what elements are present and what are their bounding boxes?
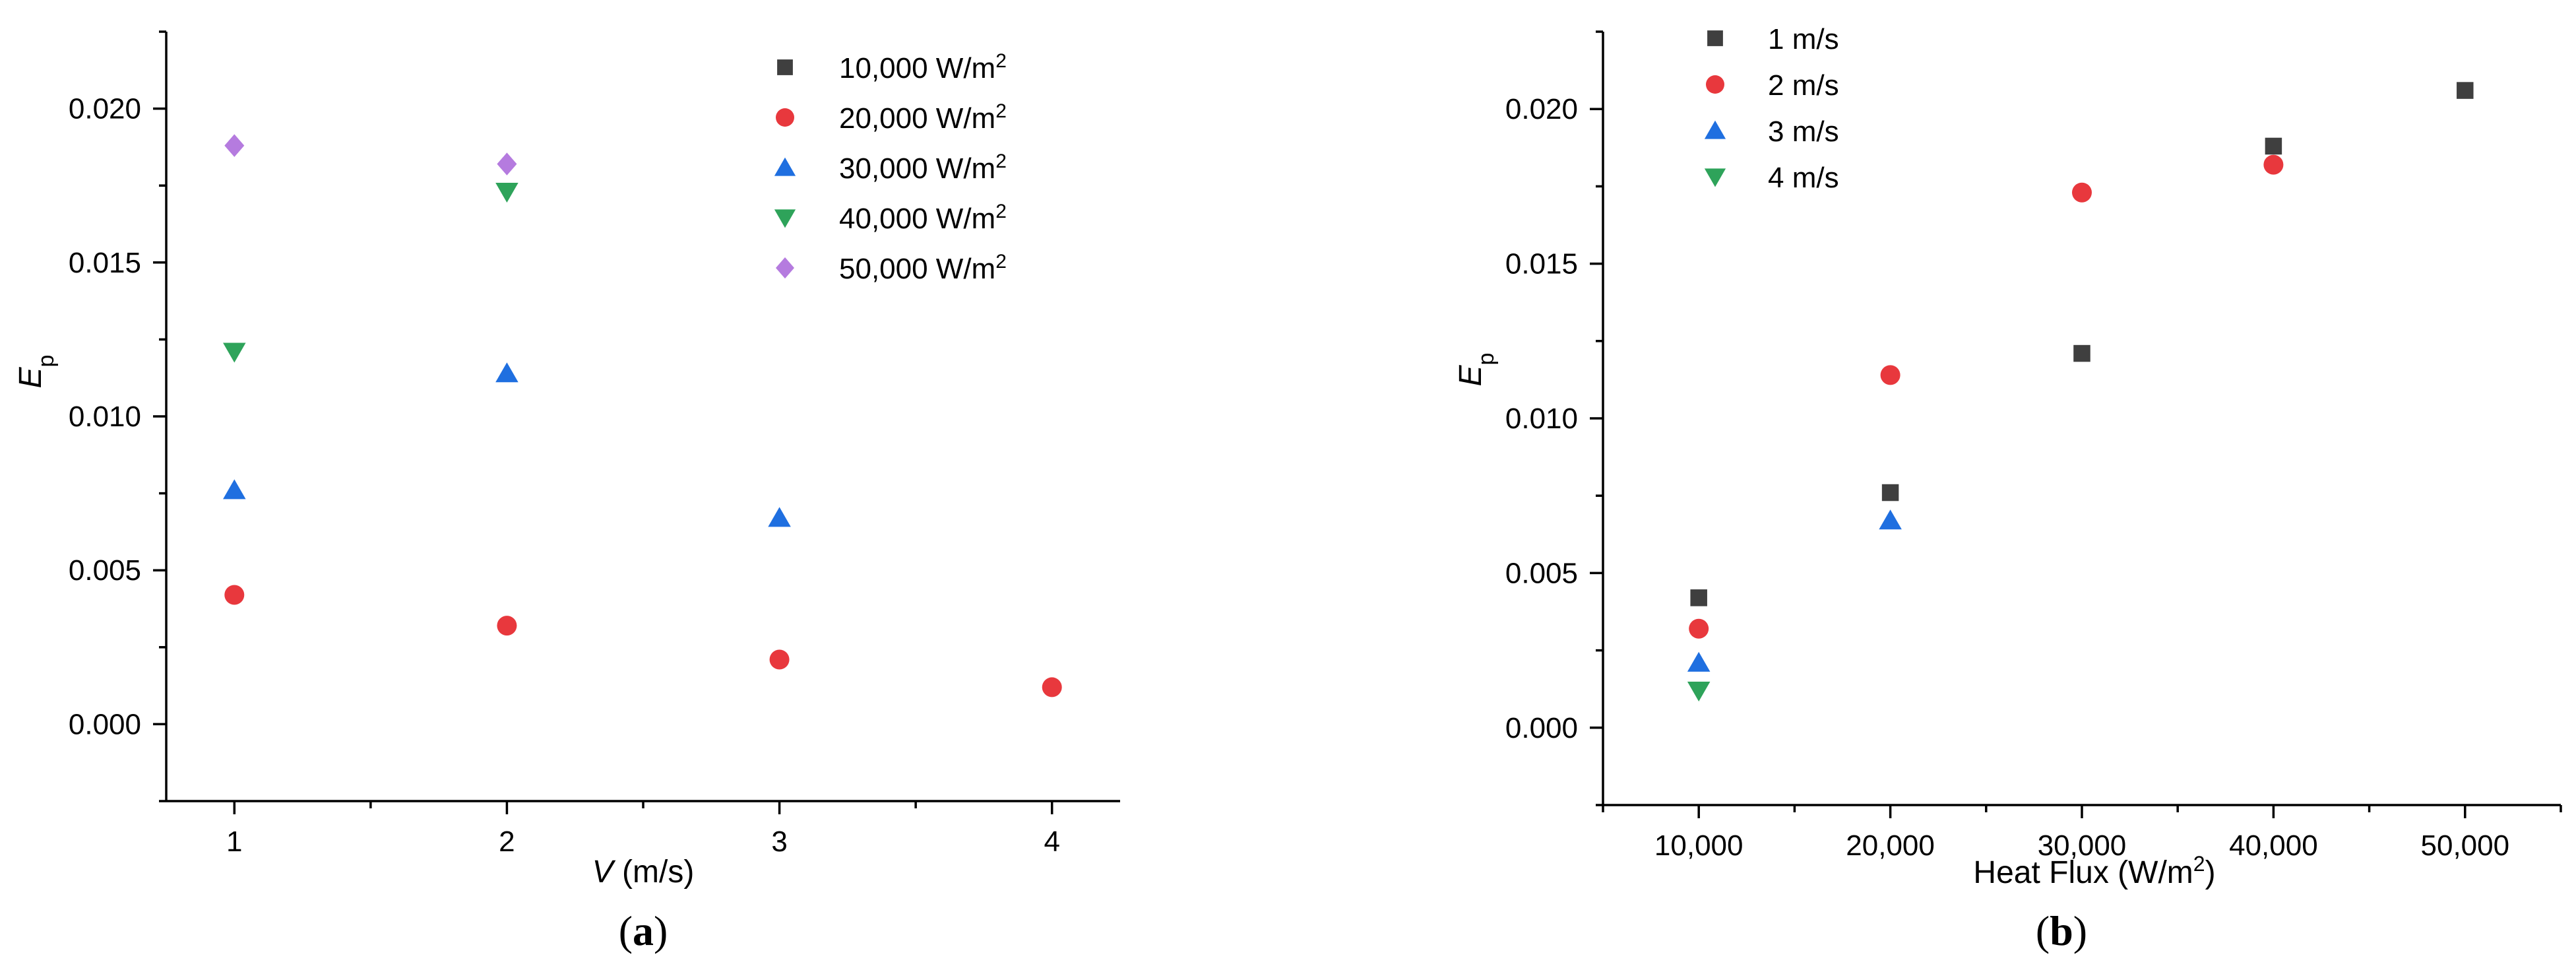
legend-label-text: 20,000 W/m [839,102,995,135]
legend-label-text: 40,000 W/m [839,203,995,235]
x-axis-title-variable: V [592,855,616,890]
y-axis-title: Ep [13,355,59,389]
legend-label: 1 m/s [1768,23,1839,55]
y-tick-label: 0.010 [1505,403,1578,435]
x-axis-title-unit: (m/s) [613,855,695,890]
legend-label: 50,000 W/m2 [839,251,1007,286]
x-axis-title: Heat Flux (W/m2) [1973,852,2215,890]
legend-label: 40,000 W/m2 [839,201,1007,236]
x-tick-label: 50,000 [2421,829,2510,862]
legend-label-superscript: 2 [995,150,1007,172]
data-point [223,479,246,500]
x-tick-label: 20,000 [1846,829,1935,862]
legend-label-text: 10,000 W/m [839,52,995,84]
legend-label: 4 m/s [1768,162,1839,194]
data-point [223,342,246,363]
panel-label-close: ) [2073,907,2087,954]
x-tick-label: 30,000 [2038,829,2127,862]
x-tick-label: 40,000 [2229,829,2318,862]
legend-label-superscript: 2 [995,251,1007,273]
data-point [2263,154,2284,175]
legend-label-text: 30,000 W/m [839,152,995,185]
legend-label: 30,000 W/m2 [839,150,1007,185]
legend-label: 10,000 W/m2 [839,50,1007,85]
data-point [2073,344,2090,362]
data-point [2265,137,2282,155]
y-tick-label: 0.005 [1505,557,1578,589]
data-point [768,507,791,527]
x-axis-title-close: ) [2205,855,2216,890]
data-point [497,616,517,636]
data-point [1687,682,1711,702]
legend-label: 2 m/s [1768,69,1839,102]
data-point [769,649,790,670]
data-point [2072,182,2092,203]
x-axis-title-superscript: 2 [2193,852,2205,876]
x-tick-label: 3 [771,826,787,858]
data-point [2457,82,2474,99]
data-point [495,362,518,383]
y-tick-label: 0.000 [69,708,141,740]
y-tick-label: 0.000 [1505,712,1578,744]
y-tick-label: 0.010 [69,401,141,433]
legend-label-superscript: 2 [995,50,1007,72]
data-point [1689,618,1709,639]
x-axis-title: V (m/s) [592,855,695,890]
legend-marker [774,157,796,176]
data-point [1880,365,1901,385]
legend-marker [1706,75,1724,94]
chart-panel-a: 0.000 0.005 0.010 0.015 0.020 1 2 3 4 V (m/s) Ep 10… [13,30,1120,954]
data-point [1687,651,1711,672]
panel-label-open: ( [2036,907,2050,954]
y-axis-title-subscript: p [1474,353,1499,366]
legend-marker [774,209,796,228]
panel-label: (a) [619,907,668,954]
panel-label: (b) [2036,907,2087,954]
x-tick-label: 4 [1044,826,1059,858]
y-tick-label: 0.005 [69,554,141,587]
data-point [1690,589,1707,606]
legend-marker [777,59,793,75]
data-point [1042,677,1062,697]
data-point [497,152,517,176]
legend-marker [1704,120,1726,139]
y-tick-label: 0.020 [69,93,141,125]
chart-panel-b: 0.000 0.005 0.010 0.015 0.020 10,000 20,000 30,… [1453,23,2562,954]
y-axis-title-symbol: E [13,366,48,388]
legend-marker [776,108,794,127]
legend-marker [1707,30,1723,46]
panel-label-close: ) [654,907,668,954]
y-axis-title-symbol: E [1453,364,1488,386]
y-tick-label: 0.015 [69,247,141,279]
legend-marker [1704,168,1726,187]
data-point [224,585,245,605]
data-point [224,134,245,157]
y-axis-title-subscript: p [34,355,59,368]
panel-label-letter: a [633,907,654,954]
legend-label: 20,000 W/m2 [839,100,1007,135]
panel-label-open: ( [619,907,633,954]
y-tick-label: 0.015 [1505,248,1578,280]
x-tick-label: 10,000 [1654,829,1744,862]
x-tick-label: 1 [226,826,242,858]
legend-marker [776,257,794,279]
y-axis-title: Ep [1453,353,1499,387]
data-point [1881,484,1899,502]
y-tick-label: 0.020 [1505,93,1578,125]
data-point [1879,509,1902,530]
x-tick-label: 2 [499,826,515,858]
legend-label: 3 m/s [1768,115,1839,148]
panel-label-letter: b [2050,907,2073,954]
legend-label-superscript: 2 [995,201,1007,222]
x-axis-title-text: Heat Flux (W/m [1973,855,2193,890]
legend-label-text: 50,000 W/m [839,253,995,285]
legend: 1 m/s 2 m/s 3 m/s 4 m/s [1704,23,1839,194]
legend-label-superscript: 2 [995,100,1007,122]
data-point [495,183,518,203]
